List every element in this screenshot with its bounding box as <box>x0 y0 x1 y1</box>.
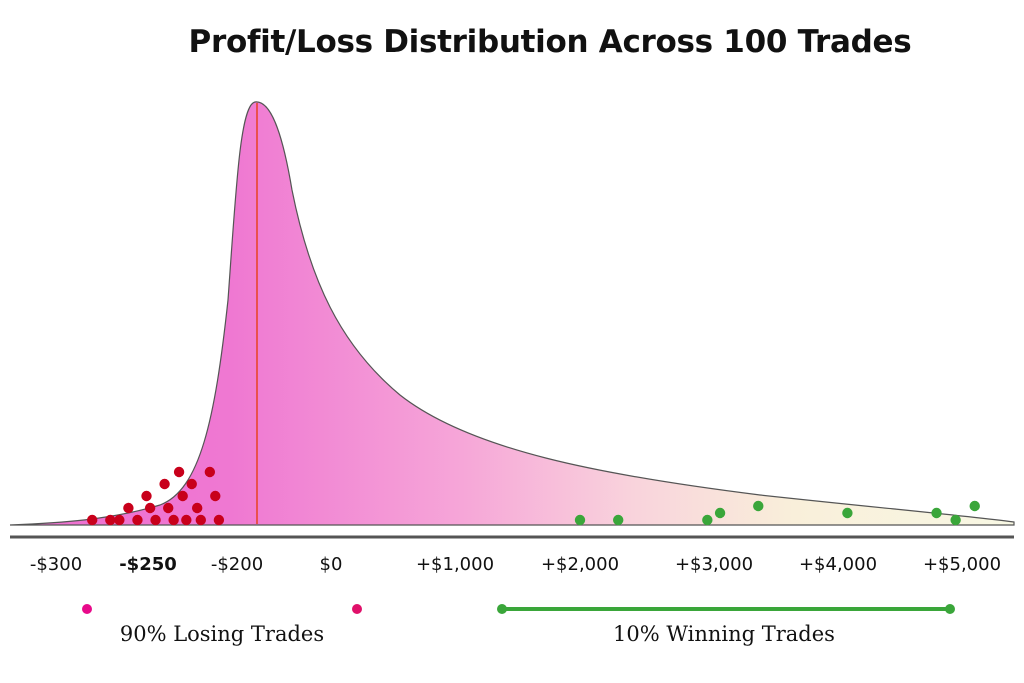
losing-trade-dot <box>195 514 206 526</box>
losing-trade-dot <box>144 502 156 514</box>
losing-trade-dot <box>114 514 125 526</box>
x-tick-label: +$3,000 <box>675 554 753 575</box>
losing-trade-dot <box>213 514 225 526</box>
x-tick-label: +$4,000 <box>799 554 877 575</box>
x-tick-label: +$5,000 <box>923 554 1001 575</box>
x-tick-label: +$2,000 <box>541 554 619 575</box>
winning-trade-dot <box>613 514 624 526</box>
x-tick-label: -$300 <box>30 554 82 575</box>
winning-trade-dot <box>714 507 726 519</box>
losing-trades-dots <box>87 466 225 526</box>
losing-trade-dot <box>123 502 134 514</box>
losing-trade-dot <box>132 514 143 526</box>
x-axis-ticks: -$300 -$250 -$200 $0 +$1,000 +$2,000 +$3… <box>30 554 1001 575</box>
winning-trade-dot <box>702 514 713 526</box>
winning-trade-dot <box>842 507 853 519</box>
losing-trade-dot <box>87 514 98 526</box>
winning-trades-dots <box>574 500 980 526</box>
x-tick-label: +$1,000 <box>416 554 494 575</box>
losing-trade-dot <box>163 502 174 514</box>
losing-trade-dot <box>210 490 221 502</box>
losing-trade-dot <box>159 478 170 490</box>
winning-trade-dot <box>969 500 980 512</box>
losing-trade-dot <box>186 478 197 490</box>
x-tick-label: -$200 <box>211 554 263 575</box>
winning-trade-dot <box>931 507 942 519</box>
losing-trade-dot <box>204 466 216 478</box>
winning-trade-dot <box>574 514 586 526</box>
losing-trade-dot <box>105 514 116 526</box>
losing-trade-dot <box>191 502 203 514</box>
losing-range-label: 90% Losing Trades <box>120 622 324 646</box>
winning-range-label: 10% Winning Trades <box>613 622 835 646</box>
winning-range-bracket <box>497 604 955 614</box>
x-tick-label: -$250 <box>119 554 177 575</box>
losing-trade-dot <box>177 490 188 502</box>
x-tick-label: $0 <box>320 554 343 575</box>
winning-trade-dot <box>753 500 764 512</box>
distribution-curve <box>9 101 1015 526</box>
chart-title: Profit/Loss Distribution Across 100 Trad… <box>188 24 912 60</box>
losing-range-bracket <box>82 604 362 614</box>
losing-trade-dot <box>181 514 192 526</box>
losing-trade-dot <box>150 514 161 526</box>
losing-trade-dot <box>173 466 185 478</box>
losing-trade-dot <box>141 490 152 502</box>
winning-trade-dot <box>950 514 961 526</box>
losing-trade-dot <box>168 514 179 526</box>
